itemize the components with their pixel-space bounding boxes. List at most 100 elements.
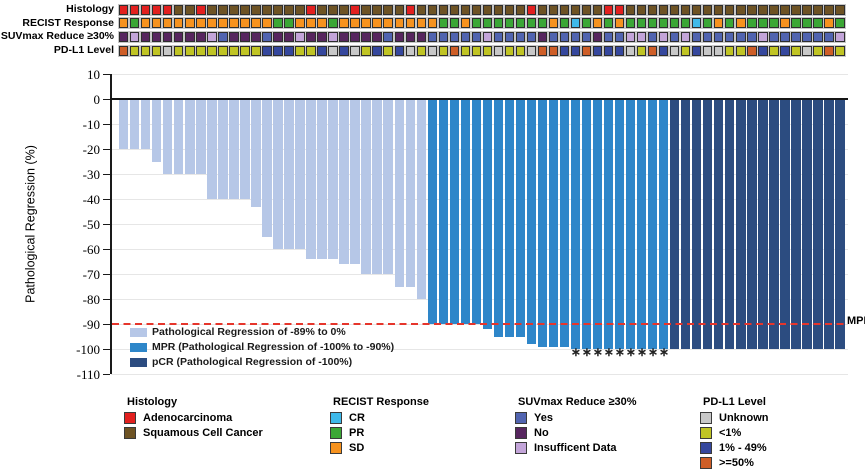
annotation-square (547, 3, 560, 16)
patient-bar (703, 100, 713, 349)
y-tick-label: -80 (82, 291, 100, 307)
annotation-square (151, 44, 163, 57)
annotation-square (481, 3, 494, 16)
annotation-square (162, 3, 174, 16)
patient-bar (130, 100, 140, 149)
legend-item-swatch (700, 456, 712, 469)
annotation-square (459, 3, 472, 16)
annotation-square (128, 3, 141, 16)
annotation-square (657, 3, 670, 16)
asterisk-marker: ∗ (570, 344, 581, 359)
patient-bar (372, 100, 382, 274)
patient-bar (482, 100, 493, 329)
annotation-square (470, 30, 483, 43)
annotation-square (139, 17, 152, 30)
annotation-square (580, 3, 593, 16)
annotation-square (834, 17, 846, 30)
chart-legend-label: MPR (Pathological Regression of -100% to… (152, 340, 395, 353)
annotation-square (713, 44, 725, 57)
annotation-square (525, 3, 538, 16)
annotation-square (151, 17, 163, 30)
annotation-square (613, 3, 626, 16)
annotation-square (514, 44, 527, 57)
annotation-square (228, 44, 240, 57)
annotation-square (239, 30, 251, 43)
zero-line (110, 97, 848, 100)
annotation-square (360, 44, 372, 57)
patient-bar (581, 100, 592, 349)
y-tick-label: 0 (93, 91, 101, 107)
y-tick (103, 348, 110, 350)
annotation-square (117, 30, 130, 43)
annotation-square (206, 3, 218, 16)
annotation-square (580, 44, 593, 57)
annotation-square (338, 44, 350, 57)
annotation-square (724, 3, 736, 16)
annotation-square (228, 30, 240, 43)
annotation-square (184, 44, 196, 57)
legend-group-title: RECIST Response (333, 396, 429, 408)
legend-item-label: PR (349, 426, 365, 439)
annotation-square (151, 30, 163, 43)
annotation-square (657, 44, 670, 57)
annotation-square (371, 3, 383, 16)
legend-item-swatch (700, 411, 712, 424)
annotation-square (426, 3, 438, 16)
annotation-square (173, 44, 185, 57)
annotation-square (327, 17, 339, 30)
legend-group-title: SUVmax Reduce ≥30% (518, 396, 637, 408)
annotation-square (492, 17, 505, 30)
legend-group-title: Histology (127, 396, 178, 408)
patient-bar (405, 100, 415, 287)
patient-bar (152, 100, 162, 162)
annotation-square (459, 17, 472, 30)
patient-bar (736, 100, 746, 349)
patient-bar (427, 100, 437, 324)
y-tick (103, 223, 110, 225)
annotation-square (547, 30, 560, 43)
annotation-square (801, 44, 813, 57)
annotation-square (415, 44, 427, 57)
patient-bar (273, 100, 283, 249)
patient-bar (681, 100, 691, 349)
annotation-square (195, 44, 207, 57)
annotation-square (602, 3, 615, 16)
annotation-square (834, 44, 846, 57)
patient-bar (394, 100, 404, 287)
patient-bar (438, 100, 448, 324)
patient-bar (692, 100, 702, 349)
patient-bar (824, 100, 834, 349)
annotation-square (646, 3, 659, 16)
legend-item-label: SD (349, 441, 365, 454)
legend-item-swatch (330, 411, 342, 424)
annotation-square (217, 17, 229, 30)
chart-legend-label: pCR (Pathological Regression of -100%) (152, 355, 353, 368)
annotation-square (558, 3, 571, 16)
annotation-square (746, 30, 758, 43)
annotation-square (283, 3, 295, 16)
patient-bar (207, 100, 217, 199)
annotation-square (459, 30, 472, 43)
annotation-square (569, 3, 582, 16)
patient-bar (251, 100, 261, 207)
annotation-square (690, 30, 703, 43)
annotation-square (657, 17, 670, 30)
annotation-square (393, 30, 405, 43)
annotation-square (613, 44, 626, 57)
annotation-square (768, 44, 780, 57)
annotation-square (415, 3, 427, 16)
patient-bar (174, 100, 184, 174)
annotation-square (624, 44, 637, 57)
legend-item-swatch (700, 426, 712, 439)
annotation-square (360, 30, 372, 43)
patient-bar (383, 100, 393, 274)
annotation-square (635, 44, 648, 57)
annotation-square (139, 3, 152, 16)
annotation-square (151, 3, 163, 16)
legend-item-swatch (330, 426, 342, 439)
annotation-square (382, 30, 394, 43)
asterisk-marker: ∗ (592, 344, 603, 359)
annotation-square (261, 44, 273, 57)
annotation-square (327, 30, 339, 43)
patient-bar (240, 100, 250, 199)
